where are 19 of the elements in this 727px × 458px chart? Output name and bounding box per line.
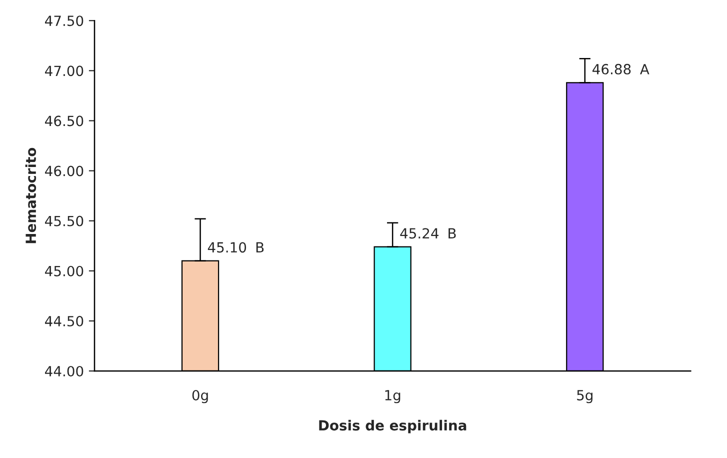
y-tick-label: 45.00 [45, 266, 84, 276]
data-label: 46.88 [592, 64, 631, 74]
x-tick-label: 0g [192, 390, 208, 404]
annotation: A [640, 64, 650, 74]
y-tick-label: 47.50 [45, 16, 84, 26]
annotation: B [256, 242, 264, 252]
y-tick-label: 44.50 [45, 316, 84, 326]
y-tick-label: 46.00 [45, 166, 84, 176]
annotation: B [448, 228, 456, 238]
x-tick-label: 1g [385, 390, 400, 404]
data-label: 45.10 [208, 242, 246, 253]
y-tick-label: 44.00 [45, 366, 84, 376]
y-axis-title: Hematocrito [25, 148, 36, 244]
y-tick-label: 46.50 [45, 116, 84, 126]
y-tick-label: 45.50 [45, 216, 84, 226]
x-axis-title: Dosis de espirulina [319, 420, 466, 434]
data-label: 45.24 [400, 228, 439, 239]
y-tick-label: 47.00 [45, 66, 84, 76]
x-tick-label: 5g [577, 390, 592, 404]
